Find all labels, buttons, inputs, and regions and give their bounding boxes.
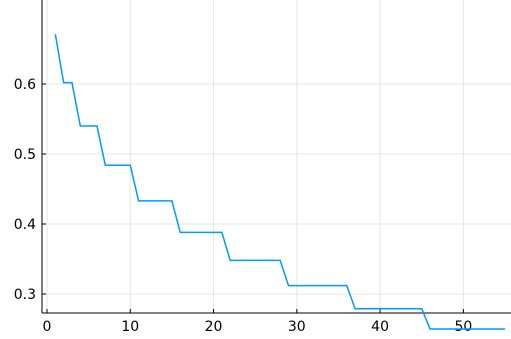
series-group	[54, 34, 505, 330]
y-tick-label: 0.6	[14, 77, 36, 93]
x-tick-label: 40	[371, 319, 389, 335]
y-tick-label: 0.3	[14, 287, 36, 303]
x-tick-label: 0	[43, 319, 52, 335]
axes	[41, 0, 511, 314]
y-tick-label: 0.4	[14, 217, 36, 233]
grid	[42, 0, 511, 313]
x-tick-label: 10	[121, 319, 139, 335]
x-tick-label: 20	[205, 319, 223, 335]
x-tick-label: 30	[288, 319, 306, 335]
series-line	[54, 34, 505, 330]
y-tick-label: 0.5	[14, 147, 36, 163]
ticks: 0 10 20 30 40 50 0.3 0.4 0.5 0.6	[14, 77, 473, 335]
x-tick-label: 50	[454, 319, 472, 335]
